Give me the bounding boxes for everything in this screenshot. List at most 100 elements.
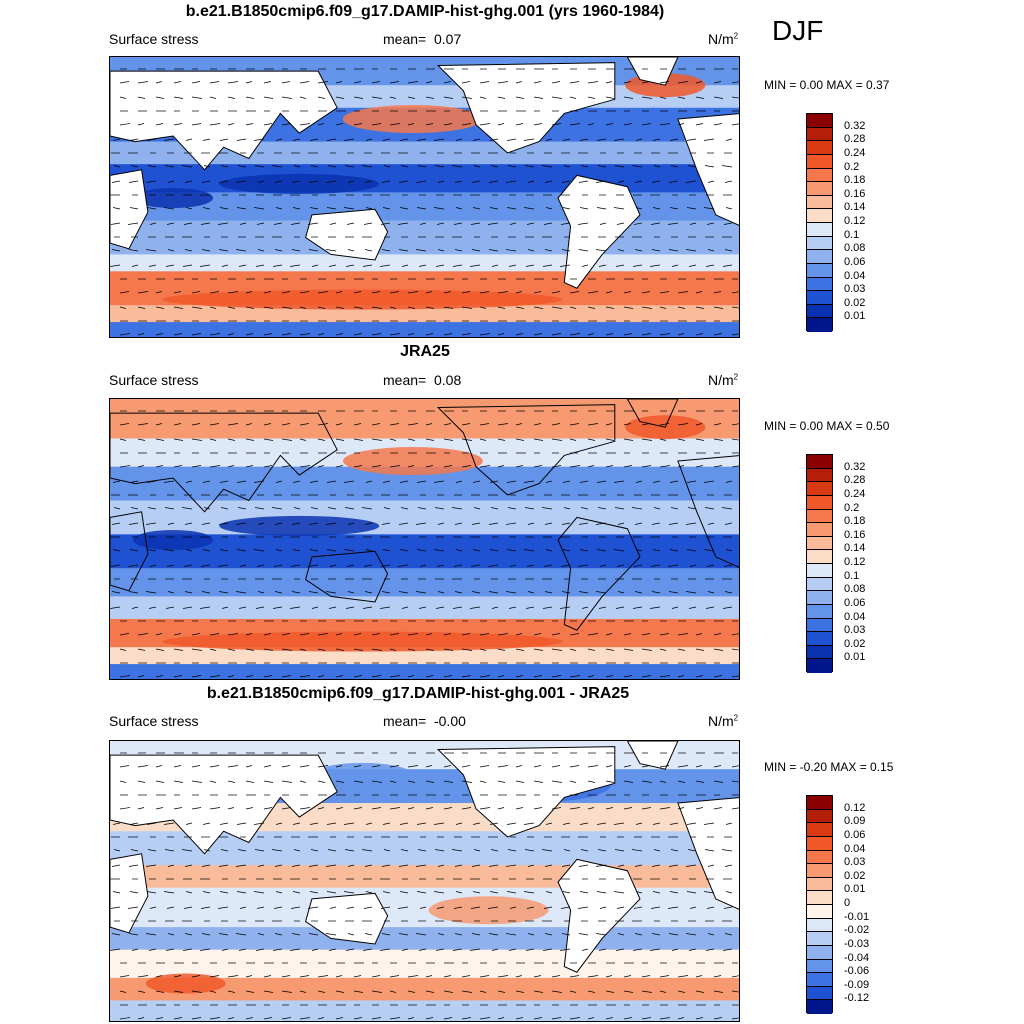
stress-vector (119, 465, 131, 468)
stress-vector (687, 507, 697, 510)
stress-vector (237, 165, 247, 168)
stress-vector (363, 906, 373, 909)
stress-vector (245, 333, 254, 336)
stress-vector (605, 780, 615, 783)
stress-vector (263, 975, 272, 978)
stress-vector (713, 648, 724, 651)
stress-vector (308, 522, 319, 525)
stress-vector (317, 780, 326, 783)
stress-vector (525, 606, 535, 609)
stress-vector (437, 933, 445, 936)
coastline (110, 511, 149, 592)
stress-vector (326, 891, 337, 894)
stress-vector (605, 465, 614, 468)
stress-vector (292, 480, 301, 483)
stress-vector (317, 96, 326, 99)
stress-vector (209, 465, 221, 468)
stress-vector (533, 633, 542, 636)
stress-vector (291, 180, 301, 183)
stress-vector (425, 333, 434, 336)
stress-vector (389, 423, 400, 426)
colorbar-swatch (807, 277, 832, 292)
stress-vector (461, 975, 471, 978)
stress-vector (307, 906, 319, 909)
stress-vector (184, 522, 193, 525)
stress-vector (218, 933, 229, 936)
stress-vector (191, 648, 203, 651)
stress-vector (173, 123, 183, 126)
stress-vector (281, 765, 291, 768)
stress-vector (425, 465, 434, 468)
stress-vector (533, 465, 543, 468)
stress-vector (415, 522, 427, 525)
stress-vector (335, 780, 345, 783)
stress-vector (325, 864, 337, 867)
stress-vector (245, 990, 255, 993)
stress-vector (227, 333, 235, 336)
stress-vector (365, 891, 373, 894)
stress-vector (677, 96, 686, 99)
stress-vector (455, 549, 463, 552)
stress-vector (497, 648, 506, 651)
stress-vector (455, 480, 463, 483)
stress-vector (418, 948, 427, 951)
stress-vector (137, 306, 146, 309)
stress-vector (209, 423, 220, 426)
stress-vector (515, 423, 523, 426)
stress-vector (292, 822, 301, 825)
stress-vector (469, 606, 481, 609)
stress-vector (559, 606, 571, 609)
stress-vector (119, 333, 131, 336)
units-label: N/m2 (708, 31, 738, 47)
stress-vector (705, 606, 715, 609)
stress-vector (472, 822, 481, 825)
panel-title: b.e21.B1850cmip6.f09_g17.DAMIP-hist-ghg.… (206, 685, 630, 702)
stress-vector (451, 849, 463, 852)
coastline (557, 174, 641, 289)
stress-vector (668, 249, 679, 252)
colorbar-tick-label: -0.06 (844, 965, 870, 978)
stress-vector (253, 549, 265, 552)
colorbar-swatch (807, 986, 832, 1001)
stress-vector (452, 606, 463, 609)
stress-vector (155, 465, 164, 468)
stress-vector (371, 465, 382, 468)
stress-vector (327, 165, 337, 168)
stress-vector (489, 822, 499, 825)
colorbar-tick-label: 0.18 (844, 174, 866, 187)
stress-vector (695, 990, 705, 993)
colorbar-swatch (807, 604, 832, 619)
stress-vector (129, 891, 139, 894)
stress-vector (659, 333, 671, 336)
stress-vector (653, 165, 661, 168)
stress-vector (551, 123, 562, 126)
stress-vector (434, 165, 445, 168)
stress-vector (317, 291, 329, 294)
stress-vector (292, 891, 301, 894)
stress-vector (479, 765, 490, 768)
stress-vector (497, 780, 506, 783)
stress-vector (203, 849, 211, 852)
stress-vector (335, 648, 345, 651)
stress-vector (667, 906, 679, 909)
stress-vector (695, 333, 704, 336)
stress-vector (435, 948, 445, 951)
stress-vector (508, 264, 517, 267)
stress-vector (163, 138, 175, 141)
stress-vector (631, 507, 643, 510)
stress-vector (381, 180, 391, 183)
stress-vector (631, 849, 643, 852)
stress-vector (281, 423, 291, 426)
stress-vector (425, 306, 435, 309)
stress-vector (562, 138, 571, 141)
stress-vector (389, 438, 397, 441)
stress-vector (128, 249, 139, 252)
stress-vector (173, 780, 184, 783)
stress-vector (209, 81, 220, 84)
stress-vector (515, 975, 523, 978)
stress-vector (209, 438, 217, 441)
stress-vector (326, 480, 337, 483)
stress-vector (173, 306, 184, 309)
stress-vector (263, 306, 274, 309)
stress-vector (724, 180, 733, 183)
